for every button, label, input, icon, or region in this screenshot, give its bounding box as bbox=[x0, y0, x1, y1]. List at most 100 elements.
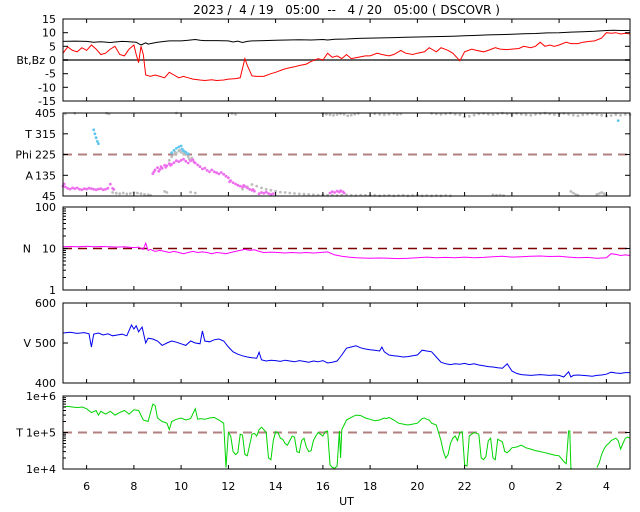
series-phi-gray-dot bbox=[614, 113, 618, 116]
series-phi-gray-dot bbox=[302, 192, 306, 196]
series-phi-violet-dot bbox=[205, 169, 209, 172]
series-phi-violet-dot bbox=[71, 186, 74, 190]
series-phi-gray-dot bbox=[346, 114, 350, 118]
series-phi-violet-dot bbox=[193, 161, 197, 165]
series-V-line bbox=[62, 323, 630, 378]
series-phi-gray-dot bbox=[619, 113, 622, 117]
series-phi-violet-dot bbox=[333, 191, 337, 194]
series-phi-gray-dot bbox=[260, 186, 263, 190]
series-phi-gray-dot bbox=[170, 155, 174, 159]
series-phi-gray-dot bbox=[118, 192, 122, 196]
series-phi-gray-dot bbox=[283, 191, 287, 194]
series-phi-gray-dot bbox=[165, 191, 169, 194]
y-tick-label: 100 bbox=[35, 201, 56, 214]
series-phi-skyblue-dot bbox=[170, 151, 174, 155]
x-tick-label: 0 bbox=[508, 480, 515, 493]
series-phi-violet-dot bbox=[328, 191, 332, 195]
series-phi-gray-dot bbox=[241, 187, 244, 191]
series-phi-skyblue-dot bbox=[94, 136, 98, 140]
series-phi-gray-dot bbox=[143, 193, 146, 196]
axis-label-v: V bbox=[23, 337, 31, 350]
series-phi-violet-dot bbox=[85, 187, 88, 191]
y-tick-label: 45 bbox=[42, 190, 56, 203]
series-phi-violet-dot bbox=[227, 176, 230, 180]
series-phi-gray-dot bbox=[163, 190, 167, 193]
series-phi-gray-dot bbox=[349, 113, 353, 117]
series-phi-gray-dot bbox=[234, 113, 237, 116]
axis-label-t: T bbox=[24, 128, 32, 141]
series-phi-violet-dot bbox=[153, 168, 157, 172]
series-phi-gray-dot bbox=[250, 183, 254, 186]
series-phi-violet-dot bbox=[260, 191, 263, 194]
series-phi-violet-dot bbox=[92, 187, 96, 191]
series-phi-gray-dot bbox=[395, 113, 399, 116]
y-tick-label: 5 bbox=[49, 40, 56, 53]
series-phi-gray-dot bbox=[382, 113, 386, 117]
series-phi-violet-dot bbox=[165, 164, 169, 168]
series-phi-gray-dot bbox=[467, 114, 471, 118]
series-phi-gray-dot bbox=[186, 155, 190, 159]
series-phi-violet-dot bbox=[78, 187, 81, 191]
series-phi-gray-dot bbox=[139, 192, 143, 196]
series-phi-violet-dot bbox=[90, 187, 93, 191]
series-phi-gray-dot bbox=[279, 190, 282, 194]
x-tick-label: 10 bbox=[174, 480, 188, 493]
series-phi-violet-dot bbox=[335, 189, 339, 193]
series-phi-gray-dot bbox=[600, 113, 603, 117]
axis-label-bt,bz: Bt,Bz bbox=[16, 54, 45, 67]
y-tick-label: 135 bbox=[35, 169, 56, 182]
series-phi-violet-dot bbox=[66, 187, 70, 190]
series-phi-gray-dot bbox=[307, 193, 311, 196]
y-tick-label: 10 bbox=[42, 27, 56, 40]
series-Bz-line bbox=[62, 32, 631, 82]
series-phi-gray-dot bbox=[328, 113, 332, 117]
series-phi-skyblue-dot bbox=[177, 145, 181, 149]
x-axis-title: UT bbox=[339, 495, 354, 508]
series-phi-violet-dot bbox=[330, 190, 334, 194]
y-tick-label: 315 bbox=[35, 128, 56, 141]
series-phi-skyblue-dot bbox=[95, 140, 99, 143]
series-phi-gray-dot bbox=[167, 158, 171, 162]
series-phi-violet-dot bbox=[108, 182, 112, 186]
series-phi-skyblue-dot bbox=[182, 149, 185, 153]
series-phi-violet-dot bbox=[342, 191, 346, 195]
series-phi-violet-dot bbox=[186, 161, 190, 165]
series-phi-violet-dot bbox=[75, 186, 79, 190]
series-phi-skyblue-dot bbox=[175, 146, 178, 150]
series-phi-violet-dot bbox=[262, 191, 266, 195]
series-phi-gray-dot bbox=[491, 113, 495, 116]
series-phi-gray-dot bbox=[136, 191, 139, 195]
x-tick-label: 22 bbox=[458, 480, 472, 493]
series-T-line bbox=[596, 436, 631, 468]
axis-label-a: A bbox=[25, 169, 33, 182]
series-phi-gray-dot bbox=[567, 113, 570, 116]
y-tick-label: -10 bbox=[38, 81, 56, 94]
series-phi-gray-dot bbox=[595, 193, 599, 196]
series-phi-gray-dot bbox=[576, 114, 580, 118]
series-phi-gray-dot bbox=[571, 191, 575, 195]
series-phi-gray-dot bbox=[175, 151, 178, 155]
y-tick-label: 225 bbox=[35, 149, 56, 162]
series-phi-violet-dot bbox=[182, 157, 185, 161]
x-tick-label: 4 bbox=[603, 480, 610, 493]
y-tick-label: -15 bbox=[38, 95, 56, 108]
series-phi-skyblue-dot bbox=[184, 151, 188, 154]
series-phi-violet-dot bbox=[198, 165, 202, 169]
series-phi-violet-dot bbox=[112, 188, 116, 191]
series-phi-violet-dot bbox=[257, 192, 261, 196]
series-phi-violet-dot bbox=[160, 166, 164, 170]
axis-label-phi: Phi bbox=[15, 149, 32, 162]
series-phi-gray-dot bbox=[335, 113, 339, 116]
axis-label-t: T bbox=[15, 427, 23, 440]
series-phi-gray-dot bbox=[458, 113, 462, 117]
series-phi-violet-dot bbox=[269, 193, 273, 196]
series-phi-violet-dot bbox=[231, 181, 235, 185]
x-tick-label: 18 bbox=[363, 480, 377, 493]
series-phi-gray-dot bbox=[597, 192, 601, 195]
series-phi-gray-dot bbox=[524, 113, 528, 117]
series-phi-skyblue-dot bbox=[616, 119, 620, 122]
series-phi-violet-dot bbox=[219, 171, 223, 174]
series-phi-gray-dot bbox=[534, 113, 537, 116]
series-phi-violet-dot bbox=[73, 187, 77, 191]
